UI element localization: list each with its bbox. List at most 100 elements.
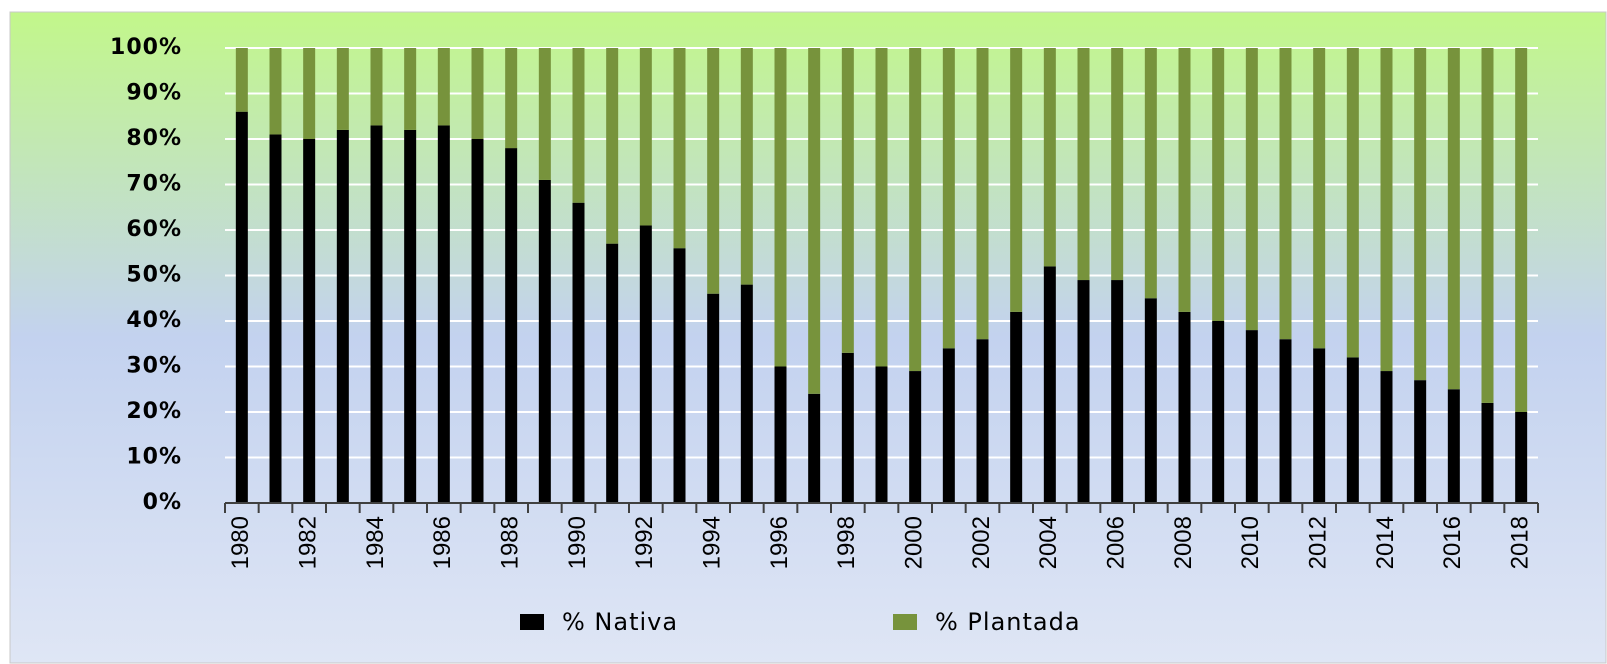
bar-segment [572,48,585,203]
bar-segment [1515,412,1528,503]
bar-segment [370,48,383,126]
bar-segment [1111,280,1124,503]
bar-segment [1245,330,1258,503]
bar-segment [1515,48,1528,412]
x-tick-label: 2006 [1103,516,1130,569]
y-tick-label: 90% [126,81,182,106]
bar-segment [606,48,619,244]
bar-segment [740,48,753,285]
bar-segment [437,125,450,503]
bar-segment [875,48,888,367]
bar-segment [1346,357,1359,503]
bar-segment [572,202,585,503]
bar-segment [909,371,922,503]
x-tick-label: 2018 [1507,516,1534,569]
x-tick-label: 1988 [497,516,524,569]
x-tick-label: 1980 [227,516,254,569]
bar-segment [471,48,484,139]
bar-segment [1279,48,1292,340]
bar-segment [1178,311,1191,503]
bar-segment [336,48,349,130]
bar-segment [942,48,955,349]
bar-segment [1447,48,1460,390]
bar-segment [1010,311,1023,503]
bar-segment [1043,266,1056,503]
bar-segment [336,129,349,503]
bar-segment [505,148,518,503]
y-tick-label: 80% [126,126,182,151]
x-tick-label: 2000 [901,516,928,569]
y-tick-label: 70% [126,172,182,197]
bar-segment [875,366,888,503]
x-tick-label: 2012 [1305,516,1332,569]
bar-segment [1313,48,1326,349]
x-tick-label: 1994 [699,516,726,569]
bar-segment [370,125,383,503]
bar-segment [976,48,989,340]
bar-segment [505,48,518,149]
bar-segment [1212,48,1225,321]
bar-segment [269,134,282,503]
y-tick-label: 0% [143,490,182,515]
y-tick-label: 10% [126,445,182,470]
bar-segment [774,366,787,503]
bar-segment [1481,48,1494,403]
legend-label: % Plantada [935,608,1081,636]
x-tick-label: 2004 [1035,516,1062,569]
y-tick-label: 30% [126,354,182,379]
y-tick-label: 60% [126,217,182,242]
x-tick-label: 2016 [1439,516,1466,569]
bar-segment [942,348,955,503]
y-tick-label: 20% [126,399,182,424]
bar-segment [404,129,417,503]
bar-segment [1212,321,1225,503]
x-tick-label: 2008 [1170,516,1197,569]
legend-label: % Nativa [562,608,678,636]
y-tick-label: 40% [126,308,182,333]
bar-segment [1346,48,1359,358]
bar-segment [673,248,686,503]
x-tick-label: 2010 [1237,516,1264,569]
bar-segment [1144,48,1157,299]
bar-segment [976,339,989,503]
bar-segment [303,139,316,503]
bar-segment [1447,389,1460,503]
bar-segment [606,243,619,503]
bar-segment [673,48,686,249]
bar-segment [1313,348,1326,503]
bar-segment [1077,48,1090,281]
bar-segment [1111,48,1124,281]
bar-segment [1043,48,1056,267]
x-tick-label: 2002 [968,516,995,569]
bar-segment [269,48,282,135]
bar-segment [538,48,551,180]
bar-segment [1481,402,1494,503]
x-tick-label: 1996 [766,516,793,569]
x-tick-label: 1986 [429,516,456,569]
bar-segment [1414,48,1427,381]
y-tick-label: 100% [110,35,182,60]
bar-segment [235,48,248,112]
bar-segment [471,139,484,503]
bar-segment [841,48,854,353]
x-tick-label: 1992 [631,516,658,569]
bar-segment [404,48,417,130]
bar-segment [774,48,787,367]
bar-segment [707,293,720,503]
bar-segment [1010,48,1023,312]
bar-segment [909,48,922,372]
bar-segment [1077,280,1090,503]
bar-segment [235,111,248,503]
legend-swatch [893,614,917,630]
x-tick-label: 2014 [1372,516,1399,569]
bar-segment [1414,380,1427,503]
x-tick-label: 1990 [564,516,591,569]
x-tick-label: 1982 [295,516,322,569]
y-tick-label: 50% [126,263,182,288]
bar-segment [303,48,316,139]
bar-segment [437,48,450,126]
bar-segment [808,393,821,503]
bar-segment [740,284,753,503]
bar-segment [639,48,652,226]
